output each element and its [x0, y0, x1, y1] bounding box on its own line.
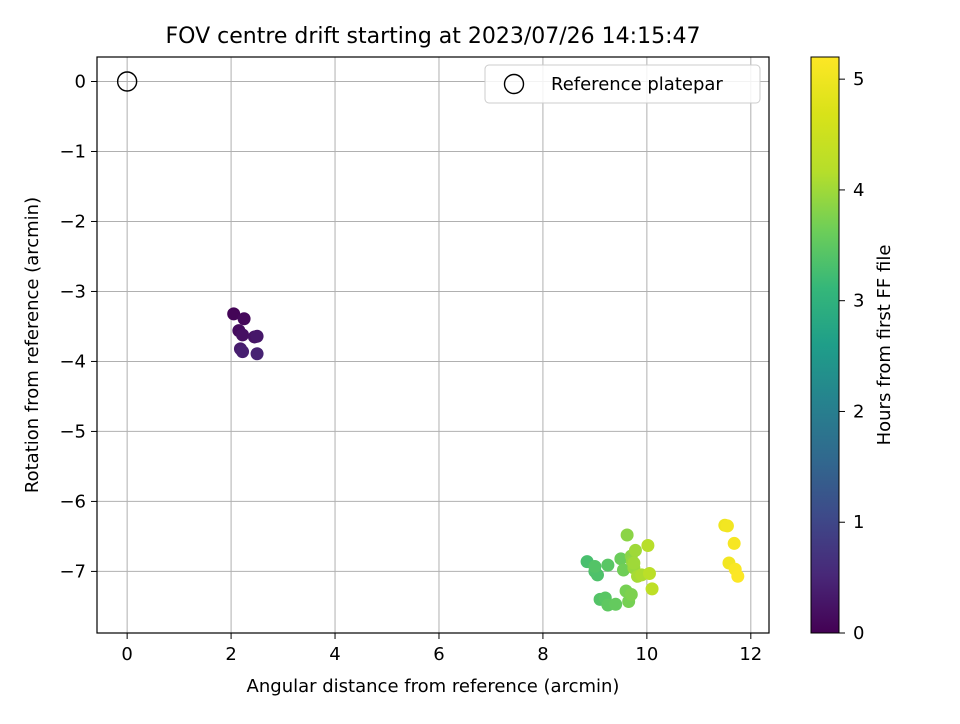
y-axis-label: Rotation from reference (arcmin) — [22, 197, 43, 493]
colorbar-tick-label: 2 — [853, 401, 864, 422]
data-point — [627, 556, 641, 570]
data-point — [227, 307, 241, 321]
x-tick-label: 4 — [329, 644, 340, 665]
y-tick-label: −7 — [59, 561, 86, 582]
data-point — [727, 536, 741, 550]
x-axis-label: Angular distance from reference (arcmin) — [247, 676, 620, 697]
data-point — [250, 347, 264, 361]
plot-frame — [96, 56, 770, 634]
grid-lines — [97, 57, 769, 633]
x-tick-label: 10 — [635, 644, 658, 665]
legend-marker-icon — [503, 73, 525, 95]
data-point — [236, 328, 250, 342]
y-tick-label: −6 — [59, 491, 86, 512]
y-tick-label: −4 — [59, 351, 86, 372]
y-tick-label: −3 — [59, 281, 86, 302]
data-point — [237, 312, 251, 326]
y-tick-label: −2 — [59, 211, 86, 232]
legend: Reference platepar — [484, 64, 761, 104]
colorbar-tick-label: 4 — [853, 180, 864, 201]
data-point — [609, 597, 623, 611]
data-point — [620, 528, 634, 542]
data-point — [624, 588, 638, 602]
data-point — [720, 519, 734, 533]
data-point — [250, 329, 264, 343]
reference-marker — [116, 71, 138, 92]
colorbar — [810, 56, 840, 634]
colorbar-tick-label: 1 — [853, 512, 864, 533]
colorbar-ticks: 0 1 2 3 4 5 — [839, 69, 864, 644]
reference-point — [116, 71, 138, 92]
data-point — [642, 567, 656, 581]
colorbar-tick-label: 0 — [853, 623, 864, 644]
data-point — [614, 552, 628, 566]
data-point — [641, 539, 655, 553]
legend-label: Reference platepar — [551, 74, 723, 95]
data-point — [628, 543, 642, 557]
data-point — [236, 345, 250, 359]
colorbar-label: Hours from first FF file — [874, 245, 895, 446]
x-tick-label: 8 — [537, 644, 548, 665]
y-tick-label: −1 — [59, 141, 86, 162]
scatter-points — [227, 307, 745, 612]
data-point — [616, 563, 630, 577]
y-tick-label: 0 — [75, 71, 86, 92]
data-point — [601, 558, 615, 572]
data-point — [645, 582, 659, 596]
x-tick-label: 12 — [739, 644, 762, 665]
data-point — [731, 569, 745, 583]
y-axis-ticks: 0 −1 −2 −3 −4 −5 −6 −7 — [59, 71, 97, 582]
x-tick-label: 0 — [121, 644, 132, 665]
data-point — [588, 560, 602, 574]
x-tick-label: 6 — [433, 644, 444, 665]
legend-box — [484, 64, 761, 104]
y-tick-label: −5 — [59, 421, 86, 442]
colorbar-tick-label: 3 — [853, 291, 864, 312]
colorbar-tick-label: 5 — [853, 69, 864, 90]
x-tick-label: 2 — [225, 644, 236, 665]
chart-title: FOV centre drift starting at 2023/07/26 … — [166, 24, 701, 49]
x-axis-ticks: 0 2 4 6 8 10 12 — [121, 633, 762, 665]
